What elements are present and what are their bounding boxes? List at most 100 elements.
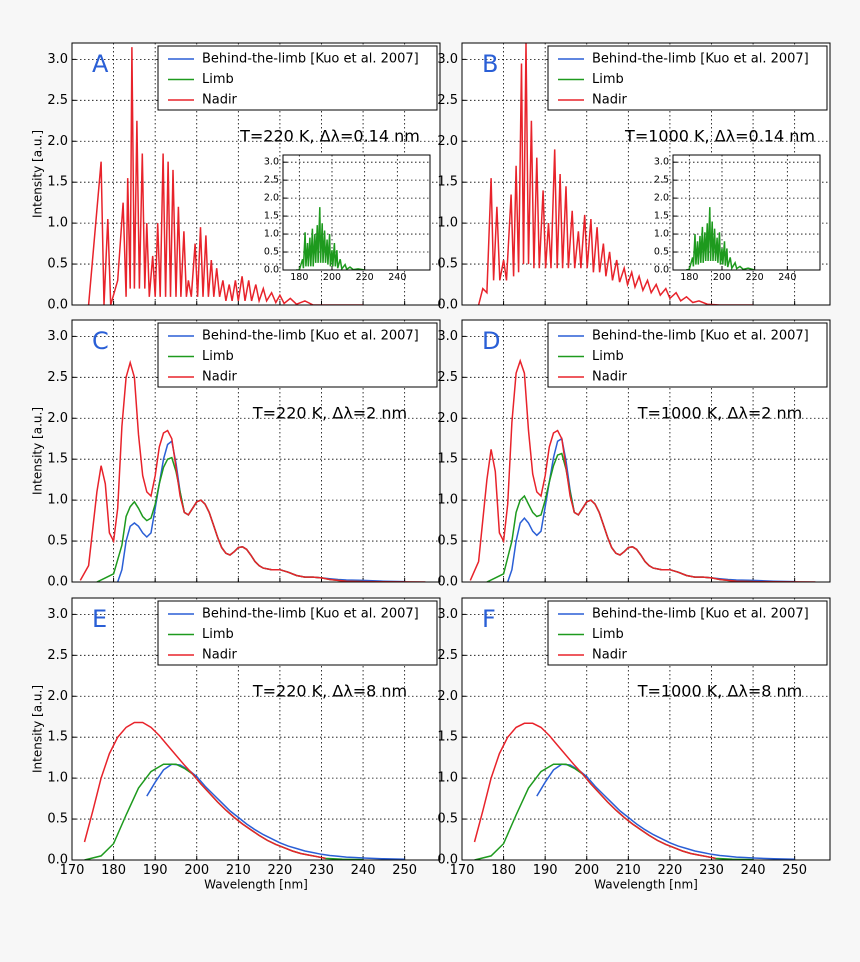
y-tick-label: 2.0	[437, 411, 458, 426]
y-tick-label: 2.5	[654, 175, 669, 186]
axes-frame	[461, 42, 831, 306]
y-tick-label: 3.0	[47, 52, 68, 67]
y-tick-label: 0.0	[654, 265, 669, 276]
legend-label: Behind-the-limb [Kuo et al. 2007]	[202, 607, 419, 622]
panel-letter: D	[482, 327, 500, 355]
y-tick-label: 3.0	[264, 157, 279, 168]
legend-box	[157, 322, 438, 388]
legend-label: Nadir	[202, 648, 238, 663]
x-tick-label: 240	[351, 863, 376, 878]
panel-letter: B	[482, 50, 498, 78]
axes-frame	[71, 42, 441, 306]
y-tick-label: 1.0	[264, 229, 279, 240]
x-tick-label: 250	[782, 863, 807, 878]
legend-label: Nadir	[592, 648, 628, 663]
y-tick-label: 0.5	[47, 812, 68, 827]
annotation: T=1000 K, Δλ=0.14 nm	[624, 127, 815, 146]
y-tick-label: 0.5	[654, 247, 669, 258]
x-tick-label: 180	[290, 272, 308, 283]
y-tick-label: 1.0	[47, 771, 68, 786]
x-tick-label: 200	[323, 272, 341, 283]
x-tick-label: 190	[533, 863, 558, 878]
legend-label: Nadir	[202, 370, 238, 385]
legend-label: Nadir	[592, 93, 628, 108]
y-tick-label: 1.5	[437, 452, 458, 467]
panel-letter: C	[92, 327, 109, 355]
y-tick-label: 0.0	[437, 853, 458, 868]
axes-frame	[461, 597, 831, 861]
x-tick-label: 210	[616, 863, 641, 878]
x-tick-label: 220	[267, 863, 292, 878]
y-tick-label: 2.0	[47, 134, 68, 149]
legend-label: Behind-the-limb [Kuo et al. 2007]	[202, 329, 419, 344]
y-tick-label: 1.5	[47, 730, 68, 745]
x-tick-label: 220	[657, 863, 682, 878]
legend-label: Behind-the-limb [Kuo et al. 2007]	[592, 607, 809, 622]
x-tick-label: 240	[388, 272, 406, 283]
y-axis-label: Intensity [a.u.]	[31, 130, 45, 218]
inset-frame	[672, 154, 821, 271]
y-tick-label: 2.0	[654, 193, 669, 204]
y-tick-label: 1.5	[437, 730, 458, 745]
y-tick-label: 2.0	[264, 193, 279, 204]
legend-label: Behind-the-limb [Kuo et al. 2007]	[592, 52, 809, 67]
series-line	[685, 207, 755, 270]
y-tick-label: 0.0	[47, 575, 68, 590]
y-tick-label: 0.0	[47, 853, 68, 868]
annotation: T=220 K, Δλ=8 nm	[252, 682, 407, 701]
series-line	[87, 47, 364, 305]
y-tick-label: 0.5	[47, 534, 68, 549]
y-tick-label: 1.5	[654, 211, 669, 222]
y-tick-label: 1.0	[654, 229, 669, 240]
x-tick-label: 180	[491, 863, 516, 878]
y-tick-label: 2.0	[47, 411, 68, 426]
y-axis-label: Intensity [a.u.]	[31, 407, 45, 495]
y-tick-label: 2.5	[47, 370, 68, 385]
panel-letter: E	[92, 605, 107, 633]
annotation: T=1000 K, Δλ=2 nm	[637, 404, 802, 423]
annotation: T=1000 K, Δλ=8 nm	[637, 682, 802, 701]
x-tick-label: 190	[143, 863, 168, 878]
y-tick-label: 2.5	[47, 648, 68, 663]
legend-label: Limb	[202, 627, 234, 642]
y-tick-label: 1.5	[437, 175, 458, 190]
x-tick-label: 210	[226, 863, 251, 878]
legend-box	[157, 600, 438, 666]
y-tick-label: 0.5	[47, 257, 68, 272]
y-tick-label: 2.5	[47, 93, 68, 108]
x-tick-label: 200	[574, 863, 599, 878]
y-tick-label: 3.0	[437, 329, 458, 344]
x-tick-label: 200	[184, 863, 209, 878]
legend-box	[547, 600, 828, 666]
legend-box	[547, 45, 828, 111]
x-tick-label: 200	[713, 272, 731, 283]
axes-frame	[461, 319, 831, 583]
x-tick-label: 180	[680, 272, 698, 283]
x-tick-label: 240	[741, 863, 766, 878]
series-line	[79, 359, 426, 582]
y-tick-label: 3.0	[437, 52, 458, 67]
legend-box	[157, 45, 438, 111]
y-tick-label: 0.0	[47, 298, 68, 313]
x-tick-label: 250	[392, 863, 417, 878]
series-line	[469, 358, 816, 582]
y-tick-label: 0.0	[264, 265, 279, 276]
y-tick-label: 2.5	[437, 93, 458, 108]
legend-label: Limb	[592, 72, 624, 87]
legend-label: Limb	[592, 349, 624, 364]
legend-label: Behind-the-limb [Kuo et al. 2007]	[202, 52, 419, 67]
y-tick-label: 1.0	[47, 493, 68, 508]
series-line	[473, 722, 716, 860]
legend-label: Limb	[202, 72, 234, 87]
x-tick-label: 220	[356, 272, 374, 283]
legend-label: Behind-the-limb [Kuo et al. 2007]	[592, 329, 809, 344]
y-tick-label: 2.5	[437, 370, 458, 385]
legend-label: Nadir	[202, 93, 238, 108]
legend-label: Limb	[202, 349, 234, 364]
y-tick-label: 0.0	[437, 575, 458, 590]
legend-label: Nadir	[592, 370, 628, 385]
panel-letter: F	[482, 605, 496, 633]
x-tick-label: 230	[309, 863, 334, 878]
x-tick-label: 170	[60, 863, 85, 878]
